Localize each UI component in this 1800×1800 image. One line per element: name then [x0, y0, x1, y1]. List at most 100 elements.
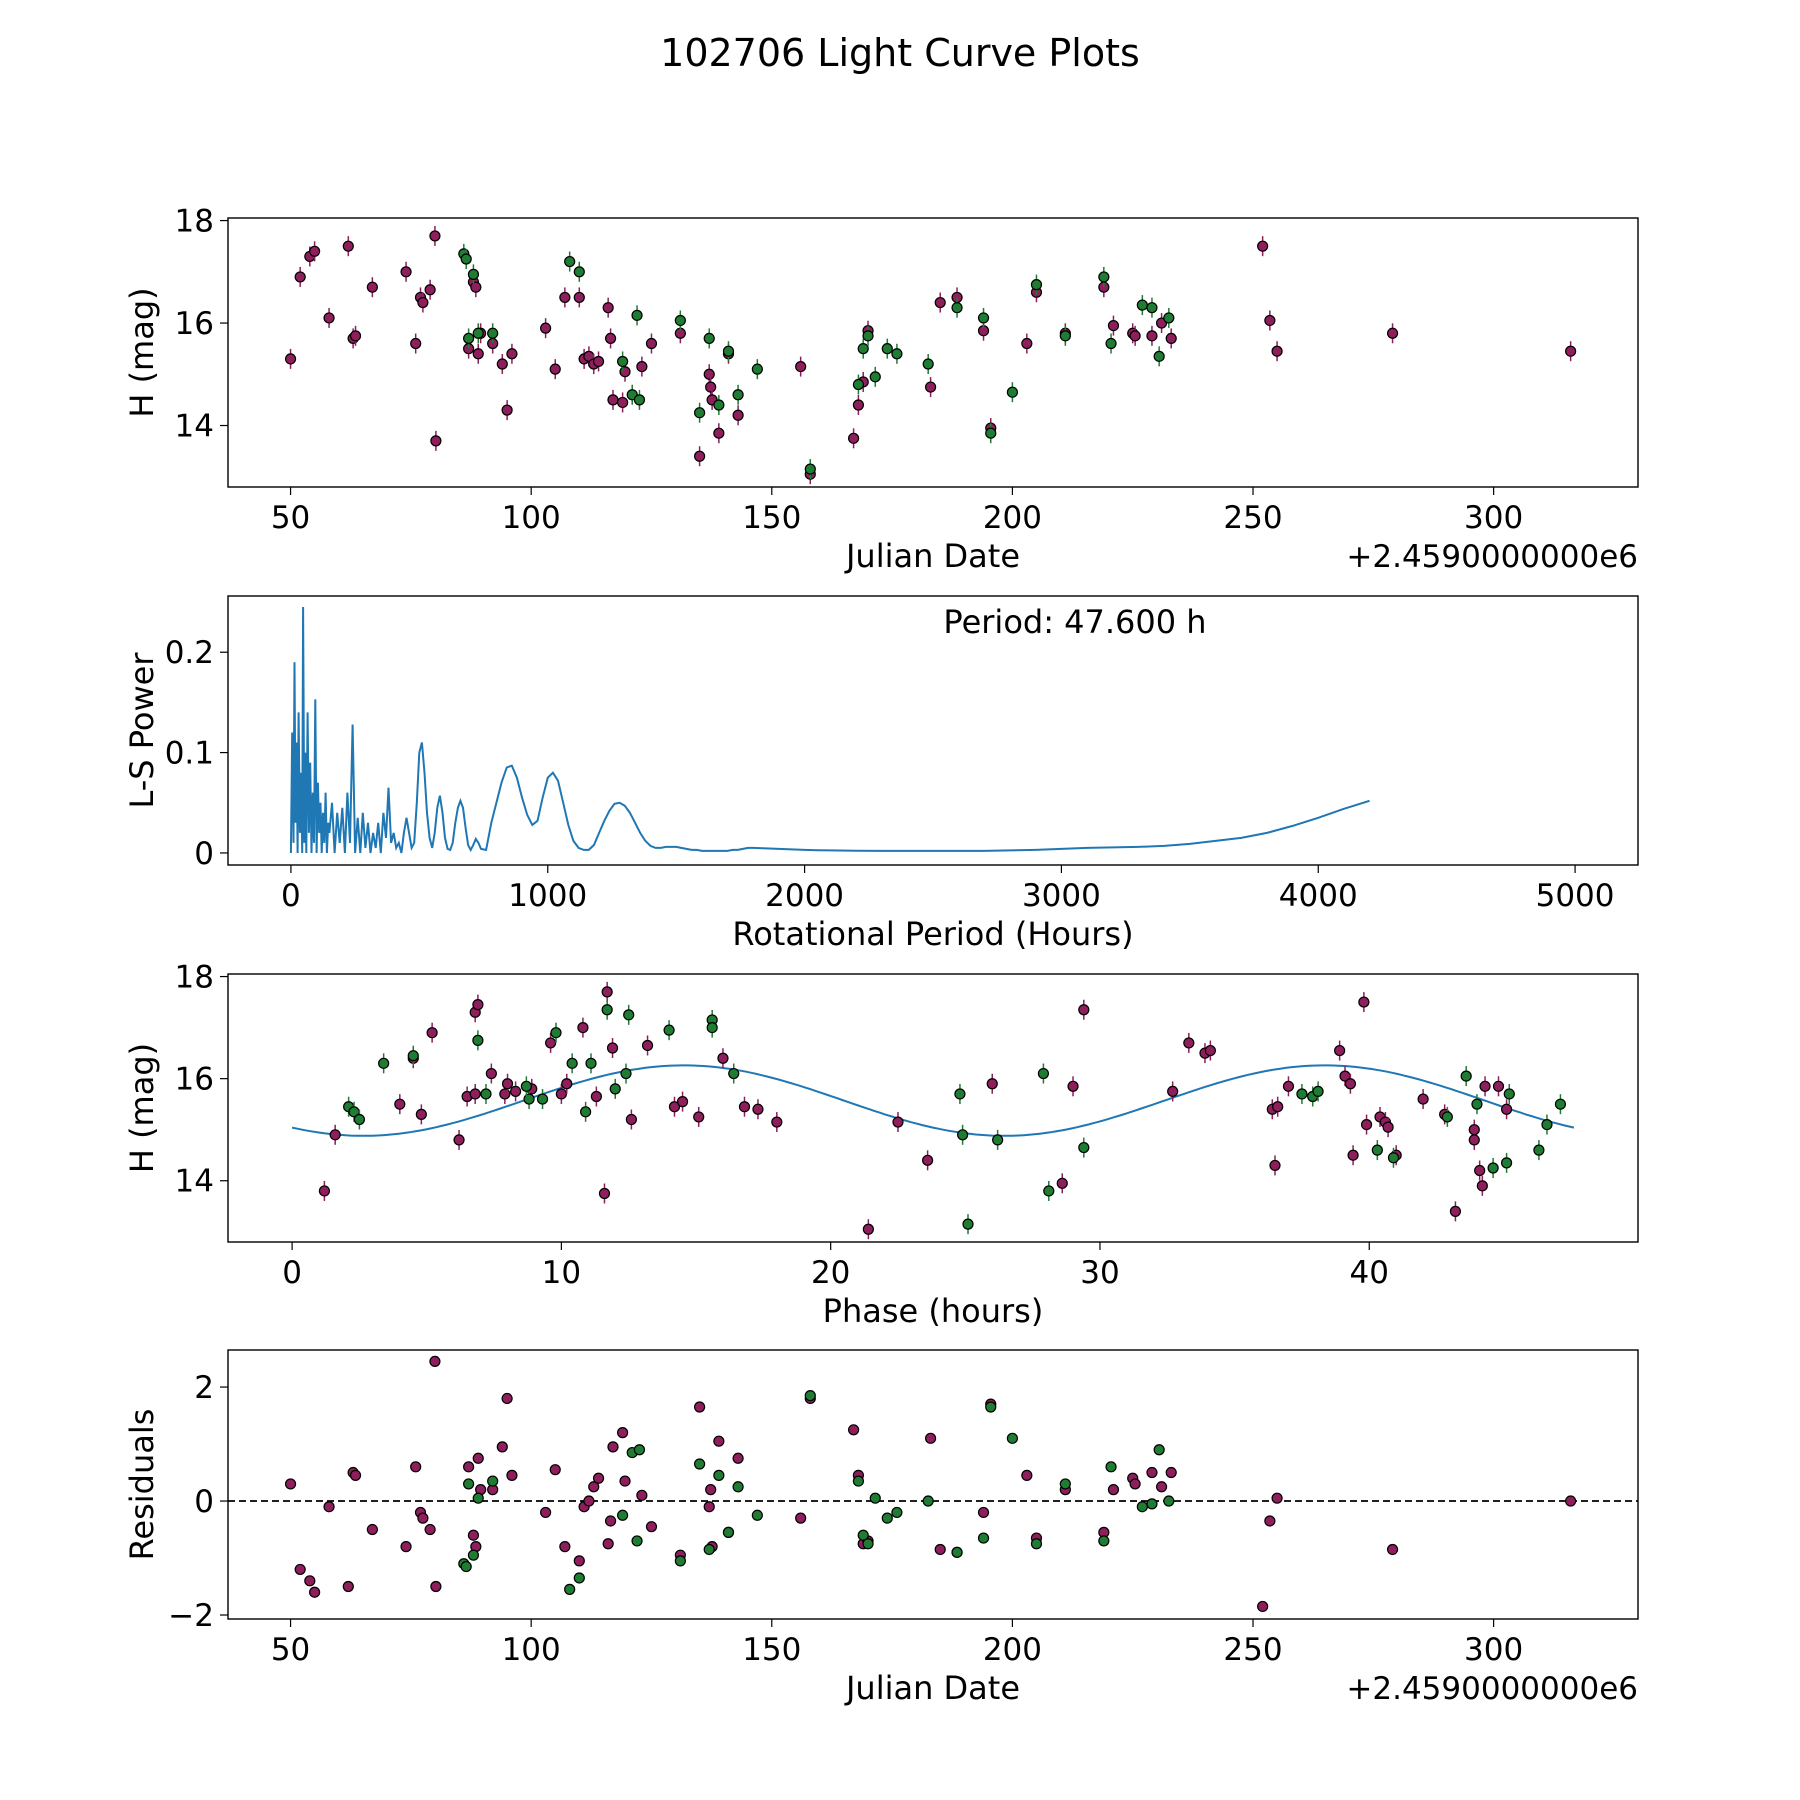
green-point [463, 1478, 475, 1490]
green-point [751, 1509, 763, 1521]
green-point [713, 399, 725, 411]
magenta-point [1565, 345, 1577, 357]
green-point [480, 1088, 492, 1100]
magenta-point [467, 1529, 480, 1541]
green-point [1296, 1088, 1308, 1100]
magenta-point [645, 337, 658, 350]
magenta-point [304, 1575, 316, 1587]
green-point [713, 1469, 725, 1481]
magenta-point [934, 1543, 946, 1556]
green-point [487, 1475, 499, 1487]
green-point [957, 1129, 969, 1141]
magenta-point [417, 296, 429, 309]
green-point [472, 327, 484, 339]
magenta-point [619, 1475, 631, 1487]
magenta-point [309, 245, 321, 257]
green-point [891, 348, 903, 360]
green-point [857, 1529, 869, 1541]
green-point [472, 1492, 484, 1504]
fit-curve [291, 1064, 1575, 1137]
y-tick-label: 0 [194, 836, 214, 872]
green-point [663, 1024, 675, 1036]
green-point [523, 1093, 535, 1105]
magenta-point [1479, 1080, 1491, 1092]
x-tick-label: 0 [281, 878, 301, 914]
x-tick-label: 50 [271, 500, 310, 536]
green-point [954, 1088, 966, 1100]
green-point [460, 253, 472, 265]
magenta-point [924, 1432, 937, 1444]
magenta-point [366, 1523, 378, 1536]
green-point [1541, 1118, 1553, 1131]
magenta-point [717, 1052, 729, 1064]
magenta-point [922, 1154, 934, 1166]
magenta-point [429, 1355, 441, 1367]
x-tick-label: 30 [1080, 1255, 1119, 1291]
magenta-point [1183, 1037, 1195, 1049]
green-point [472, 1034, 484, 1046]
green-point [891, 1506, 903, 1519]
x-axis-label: Phase (hours) [823, 1292, 1044, 1330]
magenta-point [545, 1037, 557, 1049]
green-point [1153, 350, 1165, 362]
green-point [633, 394, 646, 406]
magenta-point [1107, 1484, 1120, 1496]
green-point [564, 1583, 576, 1595]
x-tick-label: 200 [983, 500, 1042, 536]
magenta-point [617, 396, 629, 409]
green-point [1146, 302, 1158, 314]
magenta-point [472, 348, 484, 360]
green-point [1460, 1070, 1472, 1082]
green-point [922, 1495, 934, 1507]
magenta-point [1056, 1177, 1068, 1189]
power-line [289, 606, 1370, 854]
magenta-point [1021, 1469, 1033, 1481]
y-axis-label: Residuals [123, 1409, 161, 1561]
magenta-point [601, 986, 613, 998]
magenta-point [1264, 314, 1276, 327]
x-tick-label: 1000 [508, 878, 587, 914]
green-point [694, 407, 706, 419]
magenta-point [693, 1111, 705, 1123]
magenta-point [501, 1078, 514, 1090]
green-point [1059, 1478, 1071, 1490]
magenta-point [501, 1392, 513, 1405]
y-tick-label: 0.2 [165, 635, 214, 671]
magenta-point [410, 337, 422, 350]
green-point [601, 1004, 613, 1016]
green-point [1500, 1157, 1513, 1169]
magenta-point [1107, 320, 1120, 332]
magenta-point [636, 1489, 648, 1501]
magenta-point [705, 1484, 717, 1496]
magenta-point [1129, 1478, 1141, 1490]
magenta-point [713, 427, 725, 439]
green-point [460, 1560, 472, 1573]
green-point [1441, 1111, 1453, 1123]
green-point [1105, 1461, 1117, 1473]
green-point [566, 1057, 578, 1069]
magenta-point [771, 1116, 783, 1128]
magenta-point [342, 1580, 354, 1593]
green-point [1105, 337, 1117, 350]
green-point [573, 266, 585, 278]
magenta-point [604, 332, 617, 345]
x-tick-label: 4000 [1279, 878, 1358, 914]
y-tick-label: 16 [175, 306, 214, 342]
green-point [1503, 1088, 1515, 1100]
magenta-point [1078, 1004, 1090, 1016]
green-point [857, 343, 869, 355]
green-point [487, 327, 499, 339]
magenta-point [1344, 1078, 1356, 1090]
magenta-point [318, 1185, 331, 1197]
green-point [631, 1535, 643, 1547]
green-point [977, 312, 990, 324]
magenta-point [1386, 327, 1399, 339]
magenta-point [590, 1090, 602, 1103]
x-tick-label: 0 [282, 1255, 302, 1291]
magenta-point [934, 296, 946, 309]
data-layer [289, 606, 1370, 854]
green-point [977, 1532, 990, 1544]
green-point [1098, 1535, 1110, 1547]
magenta-point [625, 1113, 637, 1126]
magenta-point [703, 368, 715, 380]
